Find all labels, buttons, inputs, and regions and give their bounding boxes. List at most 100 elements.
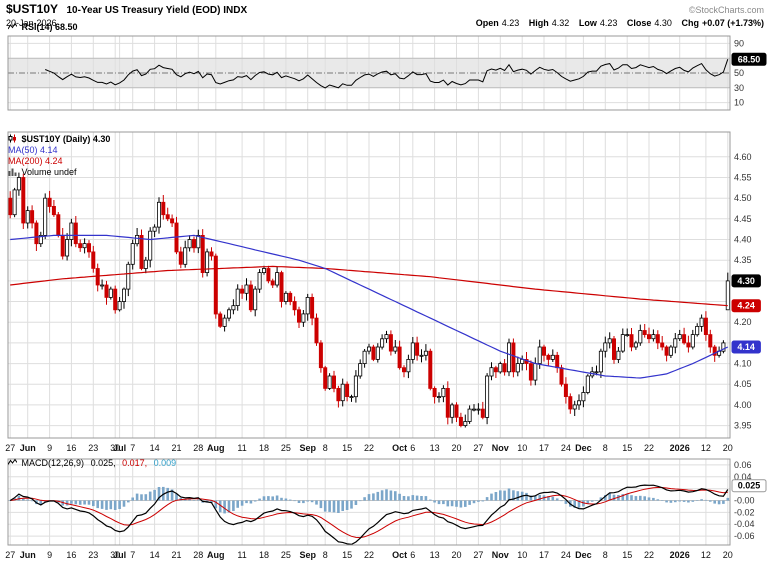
svg-text:2026: 2026 — [670, 443, 690, 453]
macd-plot: 0.060.040.02-0.00-0.02-0.04-0.060.025 — [7, 458, 767, 546]
svg-text:Dec: Dec — [575, 550, 592, 560]
svg-text:27: 27 — [5, 550, 15, 560]
svg-text:17: 17 — [539, 443, 549, 453]
svg-text:10: 10 — [734, 98, 744, 108]
svg-text:4.35: 4.35 — [734, 255, 752, 265]
svg-text:10: 10 — [517, 550, 527, 560]
svg-text:-0.00: -0.00 — [734, 496, 755, 506]
svg-text:9: 9 — [47, 550, 52, 560]
svg-text:4.00: 4.00 — [734, 400, 752, 410]
symbol-text: $UST10Y — [6, 2, 59, 16]
svg-text:30: 30 — [110, 443, 120, 453]
rsi-panel: 90 50 30 10 68.50 — [0, 34, 768, 117]
macd-line-icon — [7, 458, 18, 465]
svg-text:10: 10 — [517, 443, 527, 453]
quote-close-label: Close — [626, 18, 652, 28]
svg-text:4.30: 4.30 — [737, 276, 755, 286]
svg-text:25: 25 — [281, 550, 291, 560]
rsi-plot: 90 50 30 10 68.50 — [7, 35, 767, 111]
svg-text:27: 27 — [5, 443, 15, 453]
svg-text:4.05: 4.05 — [734, 379, 752, 389]
svg-text:Oct: Oct — [392, 443, 407, 453]
svg-text:0.06: 0.06 — [734, 460, 752, 470]
ma50-legend: MA(50) 4.14 — [8, 145, 58, 155]
svg-text:8: 8 — [603, 443, 608, 453]
svg-text:Jul: Jul — [113, 443, 126, 453]
svg-text:Sep: Sep — [299, 550, 316, 560]
quote-open-value: 4.23 — [501, 18, 520, 28]
svg-text:4.14: 4.14 — [737, 342, 755, 352]
svg-text:Oct: Oct — [392, 550, 407, 560]
price-legend: $UST10Y (Daily) 4.30 MA(50) 4.14 MA(200)… — [8, 134, 110, 178]
svg-text:22: 22 — [364, 443, 374, 453]
svg-text:Aug: Aug — [207, 443, 225, 453]
svg-text:23: 23 — [88, 443, 98, 453]
svg-text:0.04: 0.04 — [734, 472, 752, 482]
svg-text:13: 13 — [430, 443, 440, 453]
svg-text:30: 30 — [110, 550, 120, 560]
svg-text:15: 15 — [622, 443, 632, 453]
svg-text:18: 18 — [259, 550, 269, 560]
svg-text:21: 21 — [171, 443, 181, 453]
svg-text:14: 14 — [150, 550, 160, 560]
quote-high-value: 4.32 — [551, 18, 570, 28]
instrument-title: 10-Year US Treasury Yield (EOD) INDX — [66, 5, 248, 16]
svg-text:24: 24 — [561, 443, 571, 453]
svg-text:21: 21 — [171, 550, 181, 560]
svg-text:3.95: 3.95 — [734, 421, 752, 431]
price-legend-row-symbol: $UST10Y (Daily) 4.30 — [8, 134, 110, 145]
price-legend-row-ma200: MA(200) 4.24 — [8, 156, 110, 167]
svg-text:30: 30 — [734, 83, 744, 93]
quote-low-label: Low — [578, 18, 597, 28]
svg-text:12: 12 — [701, 443, 711, 453]
macd-legend-name: MACD(12,26,9) — [21, 458, 85, 468]
svg-text:68.50: 68.50 — [738, 54, 761, 64]
quote-high-label: High — [528, 18, 549, 28]
quote-low-value: 4.23 — [599, 18, 618, 28]
svg-text:4.45: 4.45 — [734, 214, 752, 224]
svg-text:20: 20 — [451, 443, 461, 453]
svg-text:20: 20 — [451, 550, 461, 560]
svg-text:Nov: Nov — [492, 550, 509, 560]
svg-text:22: 22 — [644, 550, 654, 560]
svg-text:12: 12 — [701, 550, 711, 560]
svg-text:50: 50 — [734, 68, 744, 78]
svg-text:13: 13 — [430, 550, 440, 560]
svg-text:15: 15 — [342, 550, 352, 560]
svg-text:8: 8 — [323, 550, 328, 560]
svg-text:-0.02: -0.02 — [734, 507, 755, 517]
svg-text:27: 27 — [473, 550, 483, 560]
price-legend-symbol: $UST10Y (Daily) 4.30 — [21, 134, 111, 144]
svg-text:90: 90 — [734, 38, 744, 48]
svg-text:7: 7 — [130, 550, 135, 560]
svg-text:9: 9 — [47, 443, 52, 453]
svg-text:16: 16 — [66, 443, 76, 453]
macd-legend-signal-value: 0.017, — [122, 458, 148, 468]
svg-text:28: 28 — [193, 443, 203, 453]
price-legend-row-volume: Volume undef — [8, 167, 110, 178]
price-plot: 4.60 4.55 4.50 4.45 4.40 4.35 4.20 4.10 4.05 4.00… — [7, 131, 761, 439]
svg-text:Aug: Aug — [207, 550, 225, 560]
volume-legend: Volume undef — [21, 167, 77, 177]
svg-text:Nov: Nov — [492, 443, 509, 453]
svg-text:15: 15 — [622, 550, 632, 560]
svg-text:8: 8 — [323, 443, 328, 453]
svg-text:6: 6 — [410, 443, 415, 453]
ma200-legend: MA(200) 4.24 — [8, 156, 63, 166]
svg-text:8: 8 — [603, 550, 608, 560]
quote-chg-value: +0.07 (+1.73%) — [701, 18, 764, 28]
header-left: $UST10Y 10-Year US Treasury Yield (EOD) … — [6, 2, 247, 17]
svg-text:6: 6 — [410, 550, 415, 560]
macd-legend-hist-value: 0.009 — [153, 458, 177, 468]
svg-text:Sep: Sep — [299, 443, 316, 453]
svg-text:4.20: 4.20 — [734, 317, 752, 327]
svg-text:4.24: 4.24 — [737, 301, 755, 311]
svg-text:20: 20 — [723, 443, 733, 453]
svg-text:4.50: 4.50 — [734, 193, 752, 203]
copyright-text: ©StockCharts.com — [688, 5, 764, 15]
svg-text:27: 27 — [473, 443, 483, 453]
svg-text:22: 22 — [644, 443, 654, 453]
svg-text:Dec: Dec — [575, 443, 592, 453]
svg-text:14: 14 — [150, 443, 160, 453]
